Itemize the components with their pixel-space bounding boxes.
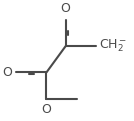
Text: O: O <box>61 2 70 15</box>
Text: O: O <box>2 66 12 79</box>
Text: O: O <box>42 103 51 116</box>
Text: CH$_2^-$: CH$_2^-$ <box>99 38 127 54</box>
